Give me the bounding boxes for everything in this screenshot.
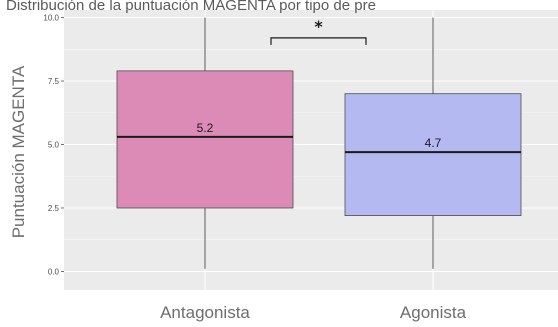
y-axis-label: Puntuación MAGENTA: [9, 65, 28, 238]
median-label: 4.7: [425, 136, 442, 150]
x-tick-label: Agonista: [400, 303, 467, 322]
y-ticks: 0.0 2.5 5.0 7.5 10.0: [43, 14, 64, 276]
x-ticks: Antagonista Agonista: [160, 303, 467, 322]
y-tick-label: 2.5: [48, 204, 60, 213]
significance-star: *: [314, 17, 323, 36]
box-agonista: [344, 93, 522, 216]
whiskers: [204, 17, 434, 269]
y-tick-label: 7.5: [48, 77, 60, 86]
median-label: 5.2: [197, 121, 214, 135]
box-antagonista: [116, 70, 294, 209]
median-labels: 5.2 4.7: [197, 121, 442, 150]
boxes: [116, 70, 522, 216]
chart-title: Distribución de la puntuación MAGENTA po…: [6, 0, 376, 14]
significance-bracket: *: [270, 17, 367, 45]
y-tick-label: 0.0: [48, 267, 60, 276]
significance-line: [270, 37, 367, 45]
y-tick-label: 5.0: [48, 141, 60, 150]
x-tick-label: Antagonista: [160, 303, 250, 322]
y-tick-label: 10.0: [43, 14, 59, 23]
